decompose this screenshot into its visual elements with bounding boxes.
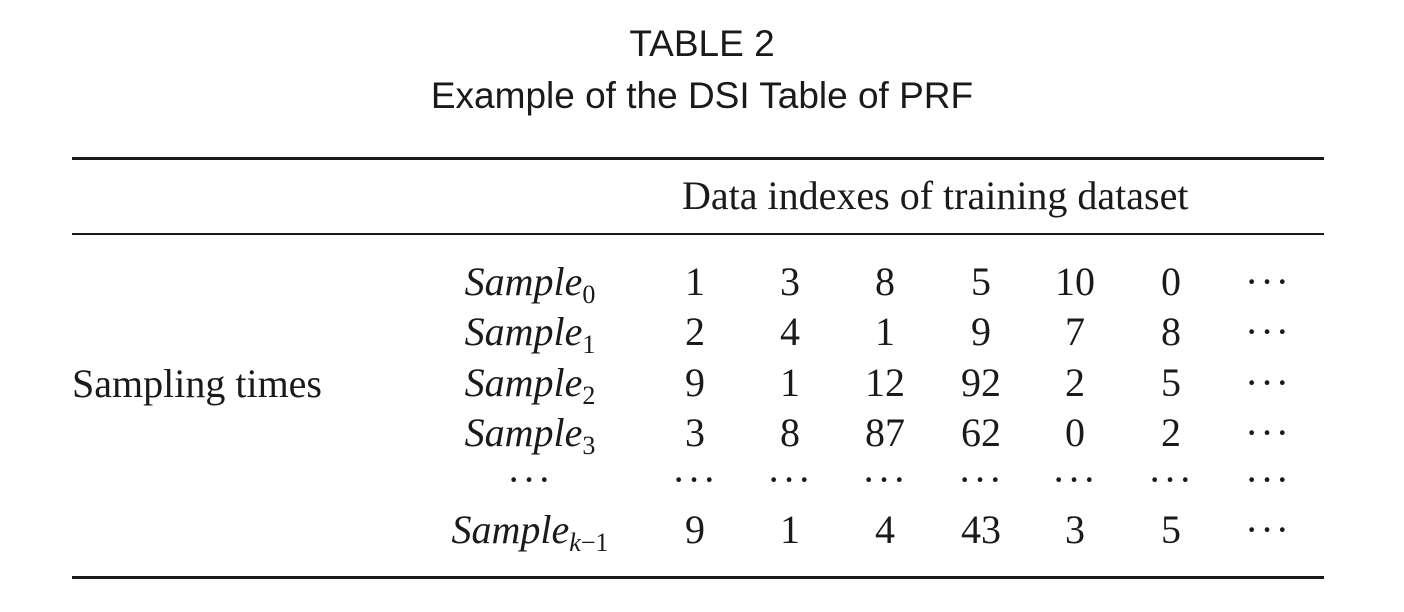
table-cell: 4 xyxy=(780,309,800,354)
table-cell-ellipsis: ··· xyxy=(1245,360,1291,405)
row-label-subscript: 3 xyxy=(582,431,596,460)
top-rule xyxy=(72,157,1324,160)
table-cell: 8 xyxy=(875,259,895,304)
table-cell-ellipsis: ··· xyxy=(862,457,908,502)
table-cell: 4 xyxy=(875,507,895,552)
table-cell-ellipsis: ··· xyxy=(1245,259,1291,304)
table-cell-ellipsis: ··· xyxy=(1245,309,1291,354)
row-label: Samplek−1 xyxy=(410,506,650,557)
table-cell: 62 xyxy=(961,410,1001,455)
table-cell: 3 xyxy=(1065,507,1085,552)
row-label-subscript: 1 xyxy=(582,330,596,359)
table-cell: 5 xyxy=(971,259,991,304)
row-label: Sample3 xyxy=(410,409,650,460)
table-cell: 5 xyxy=(1161,507,1181,552)
table-cell-ellipsis: ··· xyxy=(958,457,1004,502)
row-label: Sample1 xyxy=(410,308,650,359)
table-cell: 9 xyxy=(971,309,991,354)
row-label-text: Sample xyxy=(464,259,583,304)
table-cell: 92 xyxy=(961,360,1001,405)
row-label-text: Sample xyxy=(464,309,583,354)
row-label-text: Sample xyxy=(464,360,583,405)
table-cell: 2 xyxy=(1065,360,1085,405)
table-cell: 2 xyxy=(1161,410,1181,455)
table-cell: 10 xyxy=(1055,259,1095,304)
table-cell: 3 xyxy=(685,410,705,455)
row-label-subscript: k−1 xyxy=(569,528,609,557)
table-cell-ellipsis: ··· xyxy=(1245,507,1291,552)
table-row: Samplek−1 9 1 4 43 3 5 ··· xyxy=(0,506,1404,557)
row-label-subscript: 0 xyxy=(582,280,596,309)
row-label-text: Sample xyxy=(451,507,570,552)
row-label-subscript: 2 xyxy=(582,381,596,410)
table-cell: 5 xyxy=(1161,360,1181,405)
table-cell-ellipsis: ··· xyxy=(1052,457,1098,502)
table-row: Sample1 2 4 1 9 7 8 ··· xyxy=(0,308,1404,359)
table-cell: 7 xyxy=(1065,309,1085,354)
table-row: Sample2 9 1 12 92 2 5 ··· xyxy=(0,359,1404,410)
column-header: Data indexes of training dataset xyxy=(682,173,1189,218)
table-cell-ellipsis: ··· xyxy=(1245,410,1291,455)
table-cell: 1 xyxy=(685,259,705,304)
table-row: Sample3 3 8 87 62 0 2 ··· xyxy=(0,409,1404,460)
table-cell: 1 xyxy=(780,507,800,552)
table-cell: 2 xyxy=(685,309,705,354)
table-cell: 8 xyxy=(780,410,800,455)
header-rule xyxy=(72,233,1324,235)
table-cell: 0 xyxy=(1065,410,1085,455)
table-row: Sample0 1 3 8 5 10 0 ··· xyxy=(0,258,1404,309)
row-label: Sample2 xyxy=(410,359,650,410)
row-label: ··· xyxy=(410,456,650,504)
table-cell: 8 xyxy=(1161,309,1181,354)
bottom-rule xyxy=(72,576,1324,579)
table-cell: 1 xyxy=(780,360,800,405)
row-label: Sample0 xyxy=(410,258,650,309)
table-cell: 12 xyxy=(865,360,905,405)
table-number: TABLE 2 xyxy=(629,23,775,64)
table-cell-ellipsis: ··· xyxy=(672,457,718,502)
table-cell: 3 xyxy=(780,259,800,304)
table-cell: 0 xyxy=(1161,259,1181,304)
table-title: Example of the DSI Table of PRF xyxy=(430,75,974,116)
table-cell: 9 xyxy=(685,507,705,552)
table-cell: 43 xyxy=(961,507,1001,552)
row-label-text: Sample xyxy=(464,410,583,455)
row-header: Sampling times xyxy=(72,361,322,406)
table-cell: 1 xyxy=(875,309,895,354)
table-cell-ellipsis: ··· xyxy=(1245,457,1291,502)
table-cell-ellipsis: ··· xyxy=(1148,457,1194,502)
table-cell-ellipsis: ··· xyxy=(767,457,813,502)
row-label-text: ··· xyxy=(507,457,553,502)
table-cell: 9 xyxy=(685,360,705,405)
table-cell: 87 xyxy=(865,410,905,455)
table-row-ellipsis: ··· ··· ··· ··· ··· ··· ··· ··· xyxy=(0,456,1404,504)
